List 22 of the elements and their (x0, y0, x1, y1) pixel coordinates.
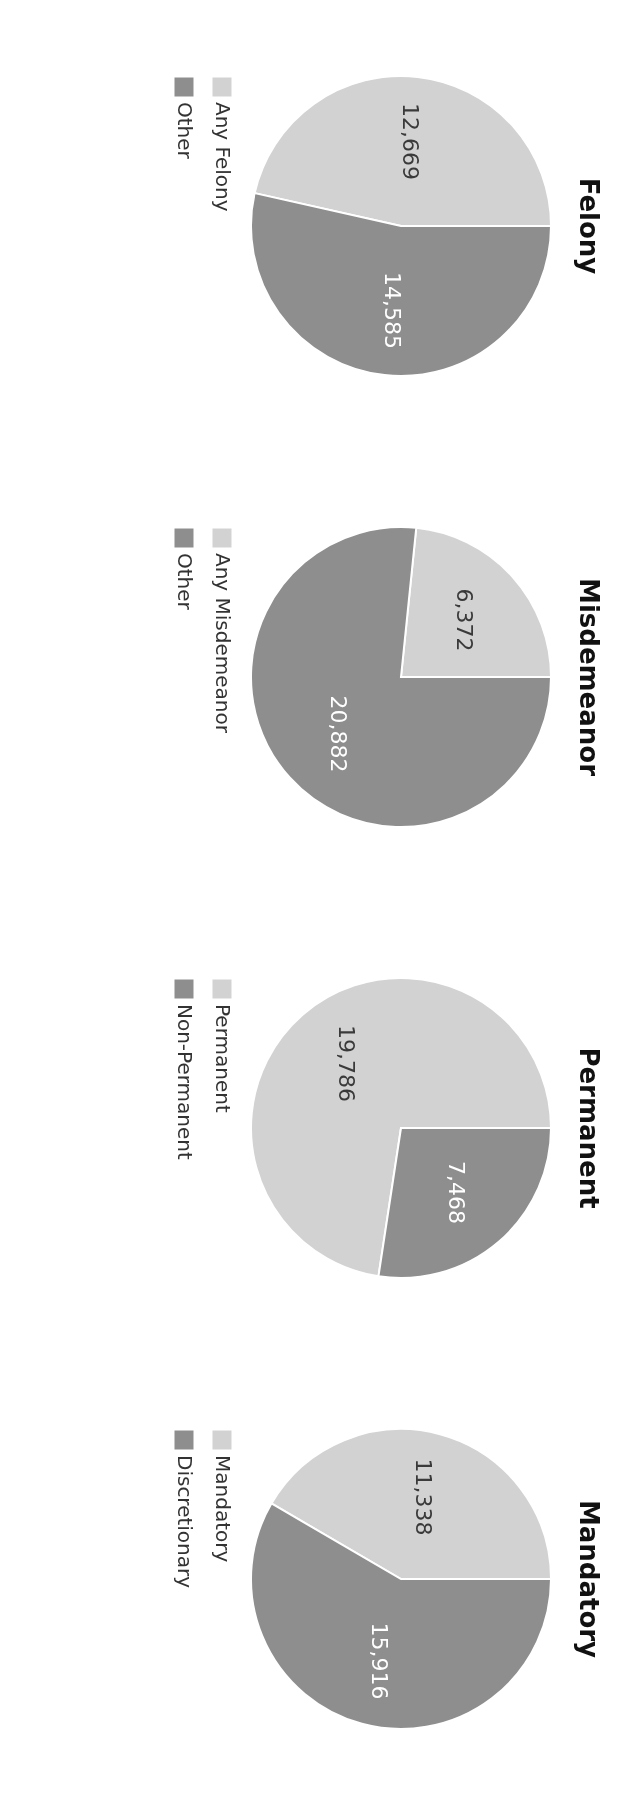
data-label: 6,372 (452, 588, 478, 652)
data-label: 20,882 (325, 694, 351, 772)
legend-label: Discretionary (173, 1454, 197, 1588)
legend-label: Other (173, 101, 197, 160)
data-label: 11,338 (411, 1457, 437, 1535)
pie-slice (250, 976, 552, 1277)
data-label: 19,786 (333, 1024, 359, 1102)
legend-label: Permanent (211, 1003, 235, 1113)
data-label: 12,669 (398, 102, 424, 180)
legend-label: Mandatory (211, 1454, 235, 1562)
text: Misdemeanor (574, 577, 604, 776)
legend-label: Any Misdemeanor (211, 552, 235, 734)
pie-slice (250, 525, 552, 828)
text: Mandatory (574, 1499, 604, 1658)
legend-label: Any Felony (211, 101, 235, 212)
legend-label: Other (173, 552, 197, 611)
text: Permanent (574, 1046, 604, 1209)
text: Felony (574, 177, 604, 274)
legend-label: Non-Permanent (173, 1003, 197, 1160)
data-label: 15,916 (366, 1622, 392, 1700)
data-label: 14,585 (379, 271, 405, 349)
data-label: 7,468 (444, 1160, 470, 1224)
